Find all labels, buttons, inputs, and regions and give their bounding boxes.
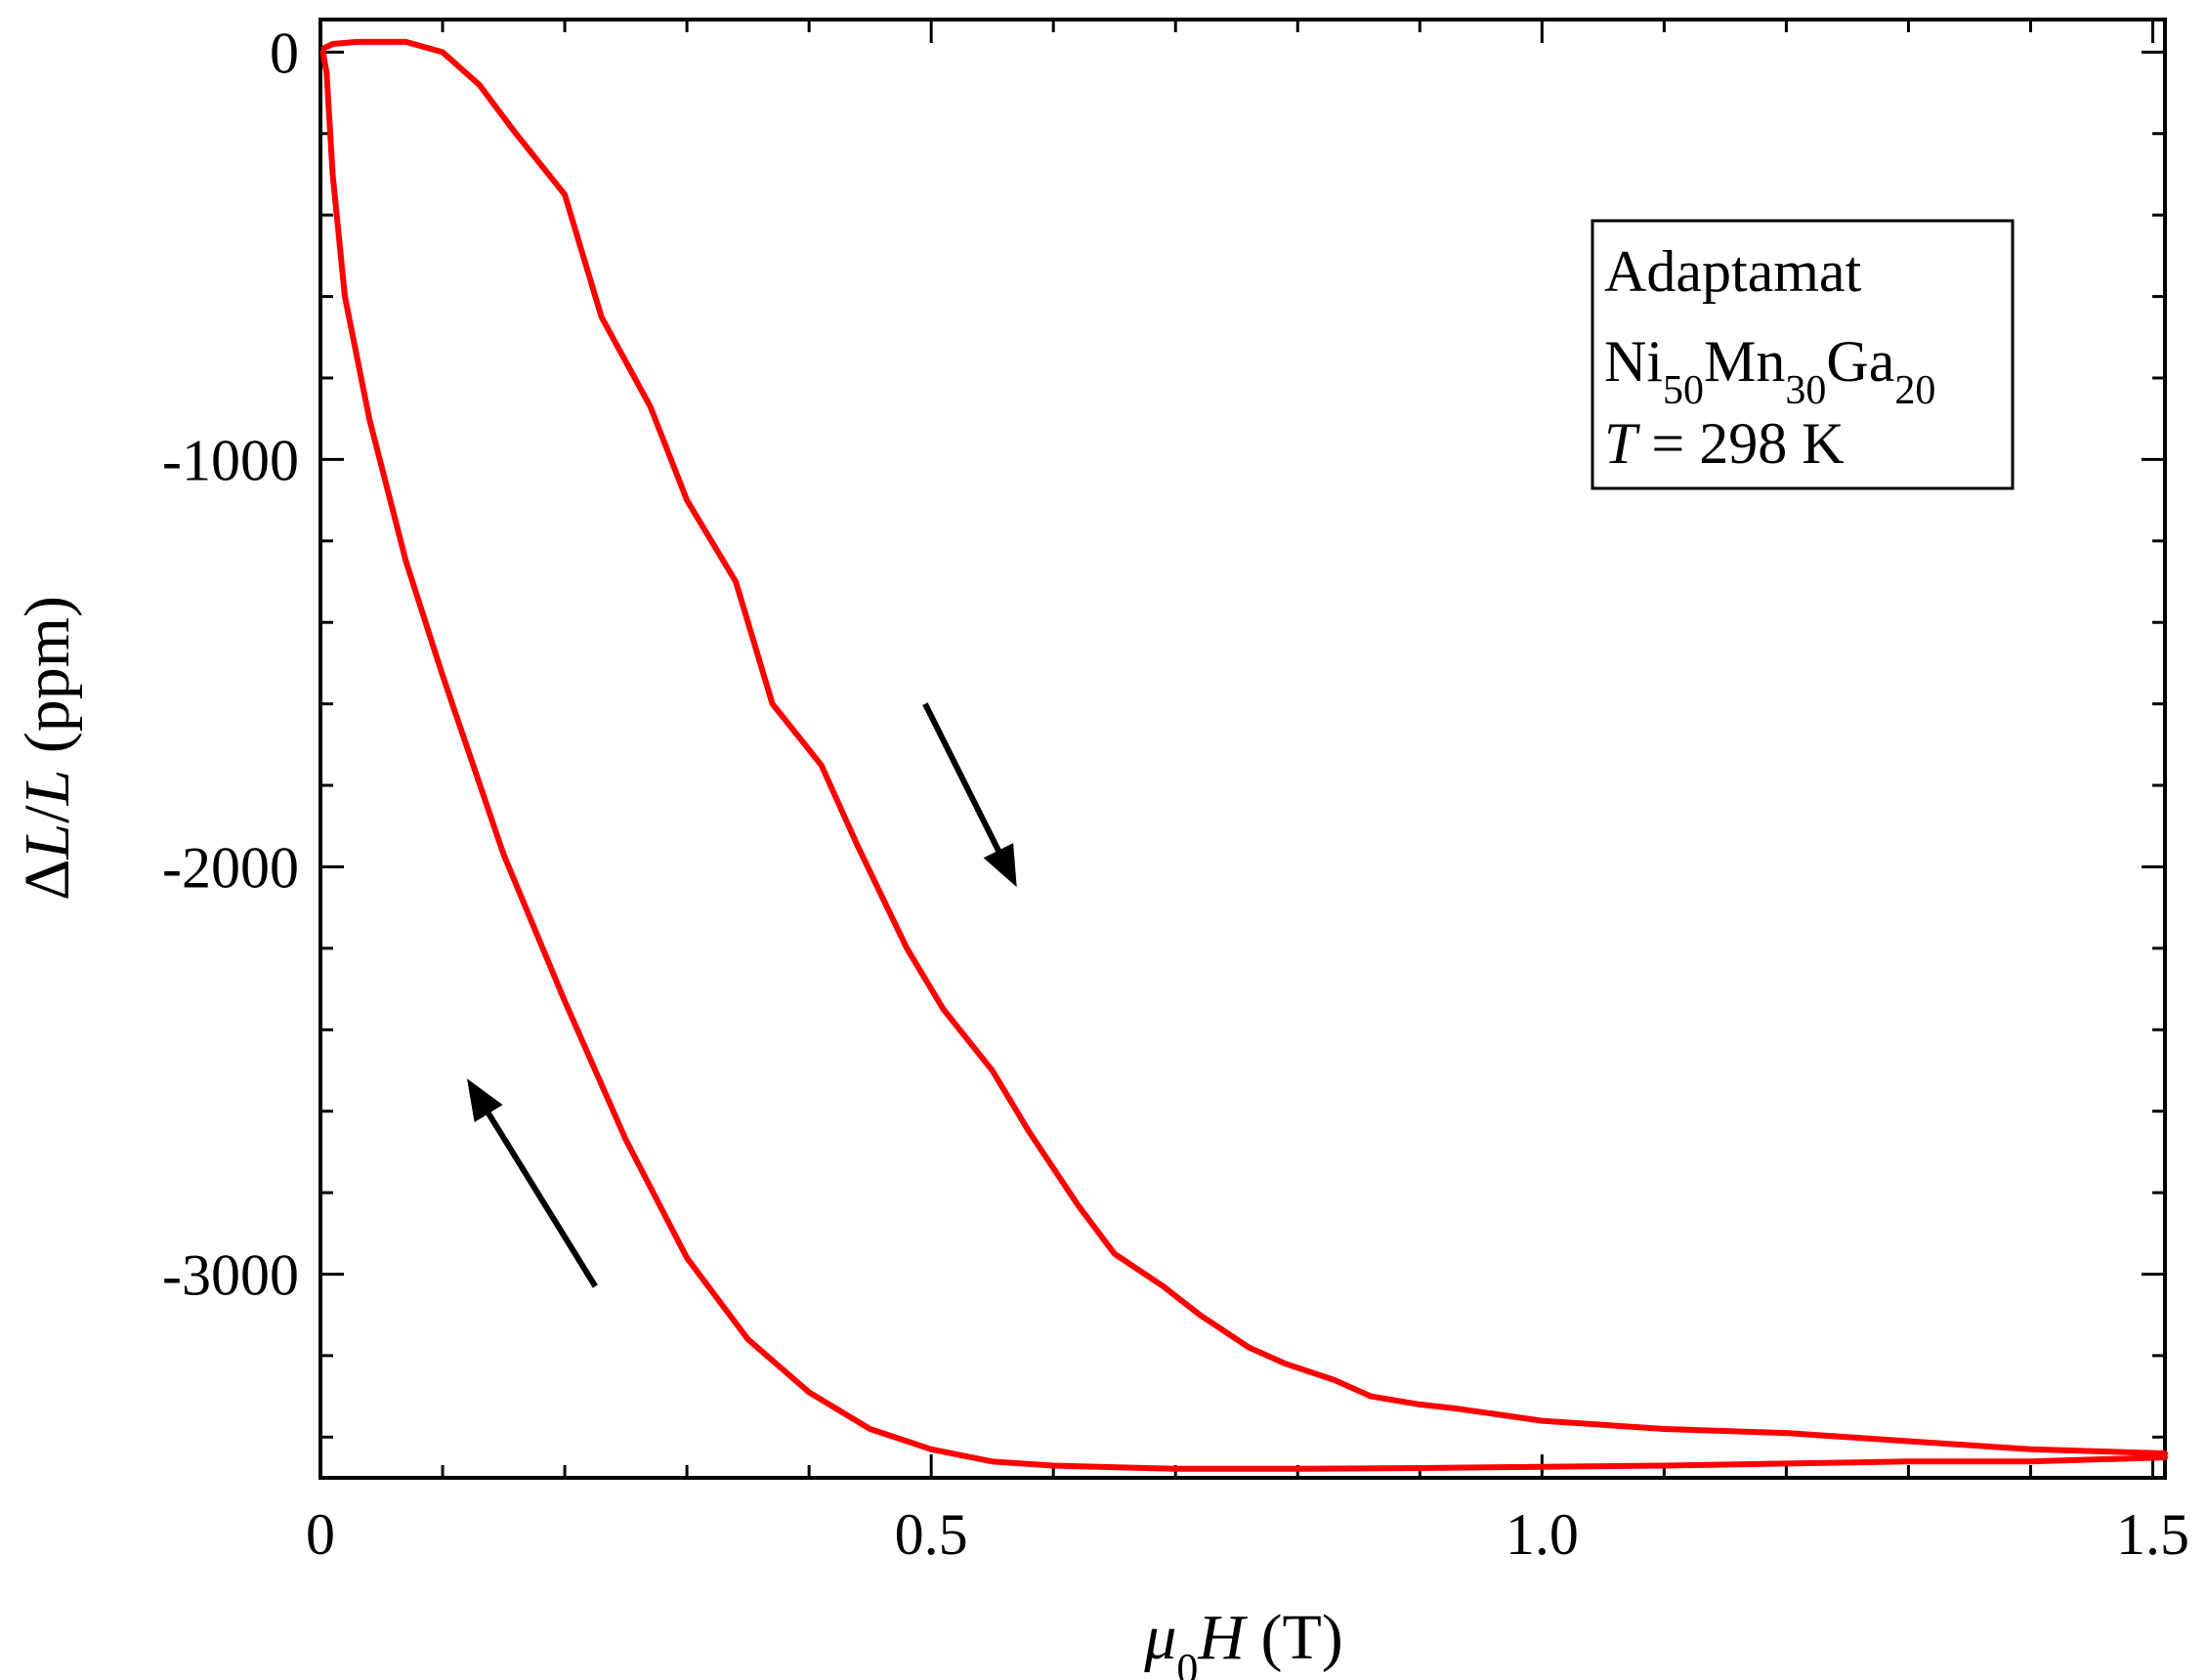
x-tick-label: 0 [306, 1502, 335, 1567]
x-tick-label: 0.5 [895, 1502, 968, 1567]
legend-box: Adaptamat Ni50Mn30Ga20 T = 298 K [1591, 219, 2015, 490]
series-line-decreasing [319, 49, 2168, 1472]
y-tick-label: -3000 [162, 1242, 299, 1307]
y-tick-labels: 0 -1000 -2000 -3000 [162, 21, 299, 1307]
x-tick-label: 1.0 [1506, 1502, 1579, 1567]
arrow-shaft [922, 702, 1001, 853]
decreasing-field-arrow [467, 1078, 598, 1288]
series-layer [319, 38, 2168, 1472]
legend-line-source: Adaptamat [1604, 239, 1862, 304]
x-tick-labels: 0 0.5 1.0 1.5 [306, 1502, 2189, 1567]
legend-line-formula: Ni50Mn30Ga20 [1604, 329, 1935, 413]
arrow-shaft [486, 1112, 598, 1288]
plot-frame [318, 18, 2167, 1480]
arrow-head [467, 1078, 503, 1122]
legend-line-temperature: T = 298 K [1604, 411, 1845, 476]
y-tick-label: 0 [270, 21, 299, 85]
arrow-layer [467, 702, 1017, 1288]
y-axis-title: ΔL/L (ppm) [12, 596, 83, 901]
axis-ticks [318, 20, 2165, 1478]
x-axis-title: μ0H (T) [1143, 1602, 1343, 1680]
increasing-field-arrow [922, 702, 1017, 888]
y-tick-label: -1000 [162, 428, 299, 492]
x-tick-label: 1.5 [2116, 1502, 2189, 1567]
arrow-head [983, 843, 1017, 888]
legend-frame [1591, 219, 2015, 490]
y-tick-label: -2000 [162, 835, 299, 900]
series-line-increasing [320, 38, 2168, 1456]
